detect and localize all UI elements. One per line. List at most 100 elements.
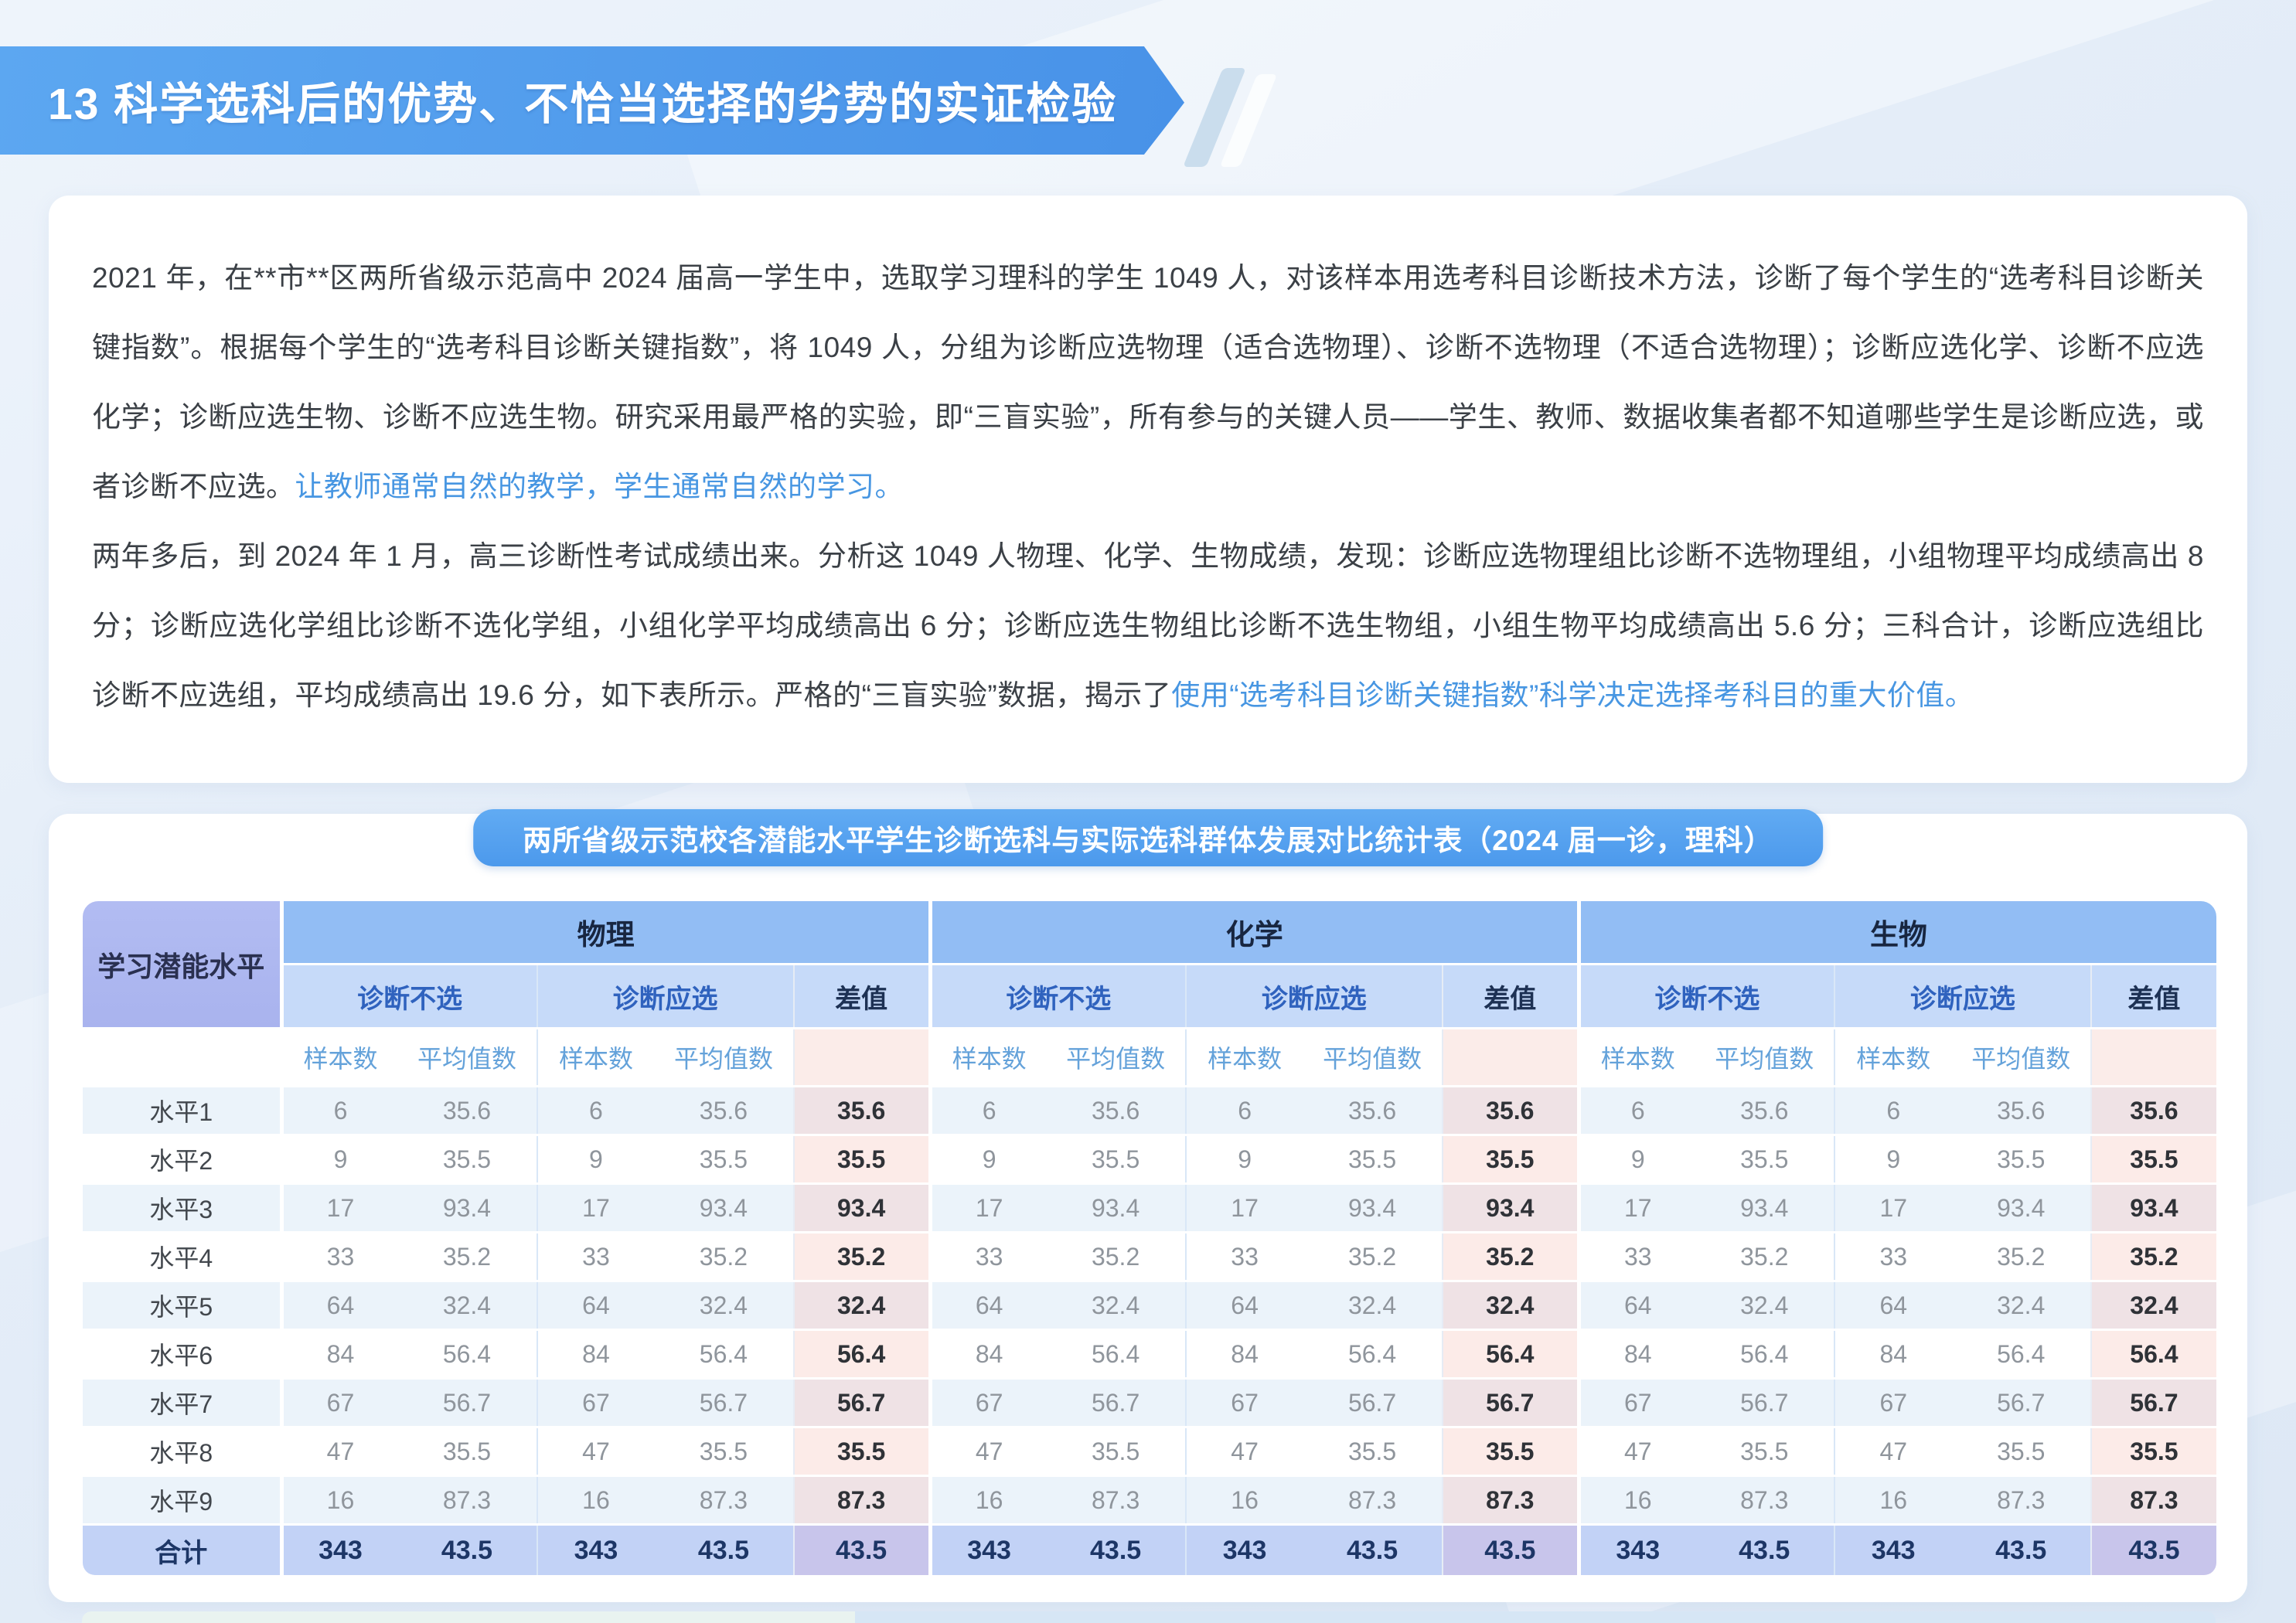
diff-value: 35.5 — [2090, 1428, 2216, 1475]
sample-not-select: 17 — [928, 1185, 1047, 1231]
diff-value: 32.4 — [792, 1282, 928, 1329]
mean-not-select: 32.4 — [1046, 1282, 1185, 1329]
total-sample-should-select: 343 — [1833, 1526, 1952, 1575]
total-mean-not-select: 43.5 — [1046, 1526, 1185, 1575]
mean-should-select: 87.3 — [1303, 1477, 1442, 1523]
subject-header-biology: 生物 — [1576, 901, 2216, 963]
mean-not-select: 35.2 — [397, 1233, 537, 1280]
diff-value: 35.6 — [2090, 1087, 2216, 1134]
mean-should-select: 35.6 — [654, 1087, 793, 1134]
next-section-edge — [82, 1611, 2216, 1623]
header-row-groups: 诊断不选 诊断应选 差值 诊断不选 诊断应选 差值 诊断不选 诊断应选 差值 — [83, 965, 2216, 1027]
measure-header-sample: 样本数 — [1833, 1029, 1952, 1085]
sample-not-select: 6 — [1576, 1087, 1695, 1134]
mean-should-select: 35.2 — [1951, 1233, 2090, 1280]
sample-not-select: 47 — [1576, 1428, 1695, 1475]
sample-not-select: 64 — [279, 1282, 398, 1329]
sample-should-select: 6 — [536, 1087, 655, 1134]
mean-not-select: 35.5 — [1046, 1136, 1185, 1182]
sample-should-select: 67 — [1184, 1380, 1303, 1426]
sample-not-select: 84 — [1576, 1331, 1695, 1377]
section-title: 13 科学选科后的优势、不恰当选择的劣势的实证检验 — [48, 80, 1118, 129]
sample-not-select: 33 — [1576, 1233, 1695, 1280]
mean-not-select: 35.6 — [1046, 1087, 1185, 1134]
mean-should-select: 93.4 — [1951, 1185, 2090, 1231]
mean-should-select: 56.4 — [1303, 1331, 1442, 1377]
mean-should-select: 56.4 — [1951, 1331, 2090, 1377]
sample-should-select: 84 — [1833, 1331, 1952, 1377]
mean-should-select: 35.5 — [1951, 1428, 2090, 1475]
measure-header-mean: 平均值数 — [397, 1029, 537, 1085]
group-header-should-select: 诊断应选 — [1833, 965, 2090, 1027]
sample-not-select: 47 — [928, 1428, 1047, 1475]
mean-not-select: 87.3 — [1046, 1477, 1185, 1523]
group-header-should-select: 诊断应选 — [536, 965, 793, 1027]
mean-should-select: 35.5 — [654, 1136, 793, 1182]
diff-value: 35.2 — [2090, 1233, 2216, 1280]
total-diff-value: 43.5 — [1441, 1526, 1577, 1575]
diff-value: 56.7 — [2090, 1380, 2216, 1426]
sample-should-select: 64 — [1833, 1282, 1952, 1329]
total-sample-not-select: 343 — [1576, 1526, 1695, 1575]
sample-not-select: 9 — [928, 1136, 1047, 1182]
group-header-not-select: 诊断不选 — [928, 965, 1185, 1027]
sample-not-select: 47 — [279, 1428, 398, 1475]
table-row: 水平8 47 35.5 47 35.5 35.5 47 35.5 47 35.5 35.5 47 35.… — [83, 1428, 2216, 1475]
sample-should-select: 64 — [536, 1282, 655, 1329]
measure-header-mean: 平均值数 — [1303, 1029, 1442, 1085]
sample-not-select: 9 — [1576, 1136, 1695, 1182]
mean-should-select: 35.5 — [1303, 1428, 1442, 1475]
measure-header-sample: 样本数 — [536, 1029, 655, 1085]
sample-not-select: 17 — [279, 1185, 398, 1231]
sample-not-select: 16 — [928, 1477, 1047, 1523]
row-axis-header: 学习潜能水平 — [83, 901, 280, 1027]
diff-column-spacer — [2090, 1029, 2216, 1085]
sample-not-select: 67 — [1576, 1380, 1695, 1426]
mean-should-select: 93.4 — [654, 1185, 793, 1231]
level-cell: 水平8 — [83, 1428, 280, 1475]
measure-header-sample: 样本数 — [1576, 1029, 1695, 1085]
next-section-edge-left — [82, 1611, 855, 1623]
header-row-measures: 样本数 平均值数 样本数 平均值数 样本数 平均值数 样本数 平均值数 样本数 … — [83, 1029, 2216, 1085]
diff-value: 87.3 — [792, 1477, 928, 1523]
sample-should-select: 47 — [1833, 1428, 1952, 1475]
diff-value: 35.6 — [1441, 1087, 1577, 1134]
sample-not-select: 33 — [928, 1233, 1047, 1280]
intro-card: 2021 年，在**市**区两所省级示范高中 2024 届高一学生中，选取学习理… — [49, 196, 2247, 783]
mean-should-select: 32.4 — [1303, 1282, 1442, 1329]
diff-value: 35.2 — [792, 1233, 928, 1280]
table-total-row: 合计 343 43.5 343 43.5 43.5 343 43.5 343 43.5 43.5 34… — [83, 1526, 2216, 1575]
diff-value: 35.5 — [1441, 1428, 1577, 1475]
mean-not-select: 87.3 — [397, 1477, 537, 1523]
intro-paragraph-1: 2021 年，在**市**区两所省级示范高中 2024 届高一学生中，选取学习理… — [92, 243, 2204, 522]
mean-should-select: 35.5 — [654, 1428, 793, 1475]
mean-not-select: 32.4 — [397, 1282, 537, 1329]
group-header-not-select: 诊断不选 — [1576, 965, 1834, 1027]
mean-not-select: 35.5 — [397, 1428, 537, 1475]
mean-not-select: 56.4 — [1695, 1331, 1834, 1377]
group-header-not-select: 诊断不选 — [279, 965, 537, 1027]
mean-not-select: 35.6 — [1695, 1087, 1834, 1134]
measure-header-mean: 平均值数 — [1046, 1029, 1185, 1085]
total-label: 合计 — [83, 1526, 280, 1575]
mean-not-select: 35.5 — [397, 1136, 537, 1182]
level-cell: 水平5 — [83, 1282, 280, 1329]
mean-not-select: 56.4 — [397, 1331, 537, 1377]
diff-value: 35.5 — [1441, 1136, 1577, 1182]
table-row: 水平3 17 93.4 17 93.4 93.4 17 93.4 17 93.4 93.4 17 93.… — [83, 1185, 2216, 1231]
sample-not-select: 16 — [279, 1477, 398, 1523]
diff-value: 93.4 — [792, 1185, 928, 1231]
measure-header-mean: 平均值数 — [654, 1029, 793, 1085]
mean-not-select: 56.7 — [397, 1380, 537, 1426]
sample-should-select: 47 — [536, 1428, 655, 1475]
sample-should-select: 84 — [536, 1331, 655, 1377]
diff-value: 93.4 — [1441, 1185, 1577, 1231]
table-row: 水平6 84 56.4 84 56.4 56.4 84 56.4 84 56.4 56.4 84 56.… — [83, 1331, 2216, 1377]
total-sample-not-select: 343 — [279, 1526, 398, 1575]
sample-should-select: 84 — [1184, 1331, 1303, 1377]
group-header-diff: 差值 — [792, 965, 928, 1027]
table-row: 水平9 16 87.3 16 87.3 87.3 16 87.3 16 87.3 87.3 16 87.… — [83, 1477, 2216, 1523]
mean-should-select: 35.5 — [1303, 1136, 1442, 1182]
mean-should-select: 32.4 — [654, 1282, 793, 1329]
sample-should-select: 6 — [1184, 1087, 1303, 1134]
